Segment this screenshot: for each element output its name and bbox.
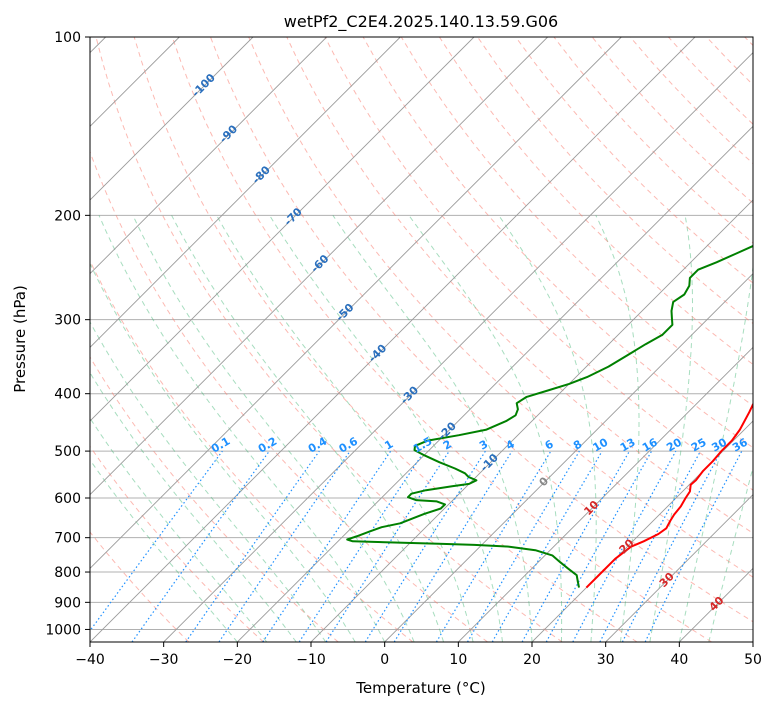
y-axis-label: Pressure (hPa): [11, 285, 29, 393]
isotherm-line: [90, 37, 401, 348]
y-tick-label: 700: [54, 531, 81, 547]
dry-adiabat-line: [248, 37, 753, 578]
x-tick-label: 20: [523, 652, 541, 668]
y-tick-label: 400: [54, 387, 81, 403]
sounding-traces: [346, 244, 753, 589]
dry-adiabat-line: [90, 531, 190, 642]
x-axis-label: Temperature (°C): [355, 679, 485, 697]
mixing-ratio-line: [185, 450, 320, 642]
dry-adiabat-line: [400, 37, 753, 407]
isotherm-line: [605, 494, 753, 642]
moist-adiabats: [90, 215, 753, 642]
y-tick-label: 200: [54, 208, 81, 224]
y-axis-ticks: 100 200 300 400 500 600 700 800 900 1000: [45, 30, 90, 638]
moist-adiabat-line: [649, 215, 693, 642]
mixing-ratio-line: [393, 450, 513, 642]
dry-adiabat-line: [515, 37, 753, 284]
mixing-ratio-line: [572, 450, 677, 642]
isotherm-line: [752, 641, 753, 642]
isotherm-line: [90, 37, 548, 496]
dry-adiabat-line: [90, 445, 264, 642]
moist-adiabat-line: [408, 215, 563, 642]
dry-adiabat-line: [133, 37, 638, 642]
y-tick-label: 800: [54, 565, 81, 581]
dry-adiabat-line: [90, 356, 339, 642]
dry-adiabat-line: [210, 37, 753, 623]
isotherm-line: [90, 37, 254, 201]
y-tick-label: 600: [54, 491, 81, 507]
mixing-ratio-line: [131, 450, 270, 642]
dewpoint-trace: [346, 244, 753, 588]
isotherm-line: [163, 52, 753, 642]
x-tick-label: 40: [670, 652, 688, 668]
moist-adiabat-line: [269, 215, 503, 642]
isotherm-line: [237, 125, 753, 642]
mixing-ratio-line: [90, 450, 223, 632]
moist-adiabat-line: [90, 262, 356, 642]
moist-adiabat-line: [90, 459, 238, 642]
x-tick-label: −10: [296, 652, 326, 668]
isotherm-line: [90, 37, 475, 422]
moist-adiabat-line: [90, 417, 268, 642]
plot-frame: [89, 36, 754, 643]
y-tick-label: 1000: [45, 622, 81, 638]
x-tick-label: 10: [449, 652, 467, 668]
x-tick-label: 50: [744, 652, 762, 668]
isotherm-line: [384, 273, 753, 642]
dry-adiabat-line: [90, 150, 488, 642]
mixing-ratio-line: [644, 450, 743, 642]
mixing-ratio-line: [262, 450, 392, 642]
temperature-trace: [585, 402, 753, 589]
mixing-ratio-lines: [90, 450, 743, 642]
moist-adiabat-line: [216, 215, 474, 642]
isotherm-line: [90, 37, 696, 642]
moist-adiabat-line: [332, 215, 533, 642]
y-tick-label: 300: [54, 313, 81, 329]
x-tick-label: 0: [380, 652, 389, 668]
isobar-gridlines: [90, 37, 753, 630]
isotherm-line: [458, 346, 753, 642]
moist-adiabat-line: [90, 371, 297, 642]
x-axis-ticks: −40 −30 −20 −10 0 10 20 30 40 50: [75, 642, 762, 668]
isotherm-line: [310, 199, 753, 642]
moist-adiabat-line: [708, 465, 753, 642]
mixing-ratio-line: [545, 450, 653, 642]
isotherm-line: [90, 37, 622, 569]
moist-adiabat-line: [678, 263, 753, 642]
x-tick-label: −30: [149, 652, 179, 668]
chart-title: wetPf2_C2E4.2025.140.13.59.G06: [284, 12, 558, 32]
x-tick-label: −40: [75, 652, 105, 668]
isotherm-line: [531, 420, 753, 642]
moist-adiabat-line: [132, 215, 415, 642]
isotherm-line: [90, 37, 327, 275]
y-tick-label: 900: [54, 595, 81, 611]
mixing-ratio-line: [521, 450, 631, 642]
y-tick-label: 100: [54, 30, 81, 46]
y-tick-label: 500: [54, 444, 81, 460]
mixing-ratio-line: [218, 450, 351, 642]
x-tick-label: 30: [597, 652, 615, 668]
mixing-ratio-line: [298, 450, 425, 642]
x-tick-label: −20: [223, 652, 253, 668]
moist-adiabat-line: [498, 215, 597, 642]
moist-adiabat-line: [171, 215, 445, 642]
mixing-ratio-line: [325, 450, 450, 642]
dry-adiabat-line: [438, 37, 753, 366]
moist-adiabat-line: [90, 321, 327, 642]
isotherm-gridlines: [90, 37, 753, 642]
moist-adiabat-line: [595, 215, 640, 642]
dry-adiabat-line: [171, 37, 712, 642]
dry-adiabat-line: [95, 37, 563, 642]
